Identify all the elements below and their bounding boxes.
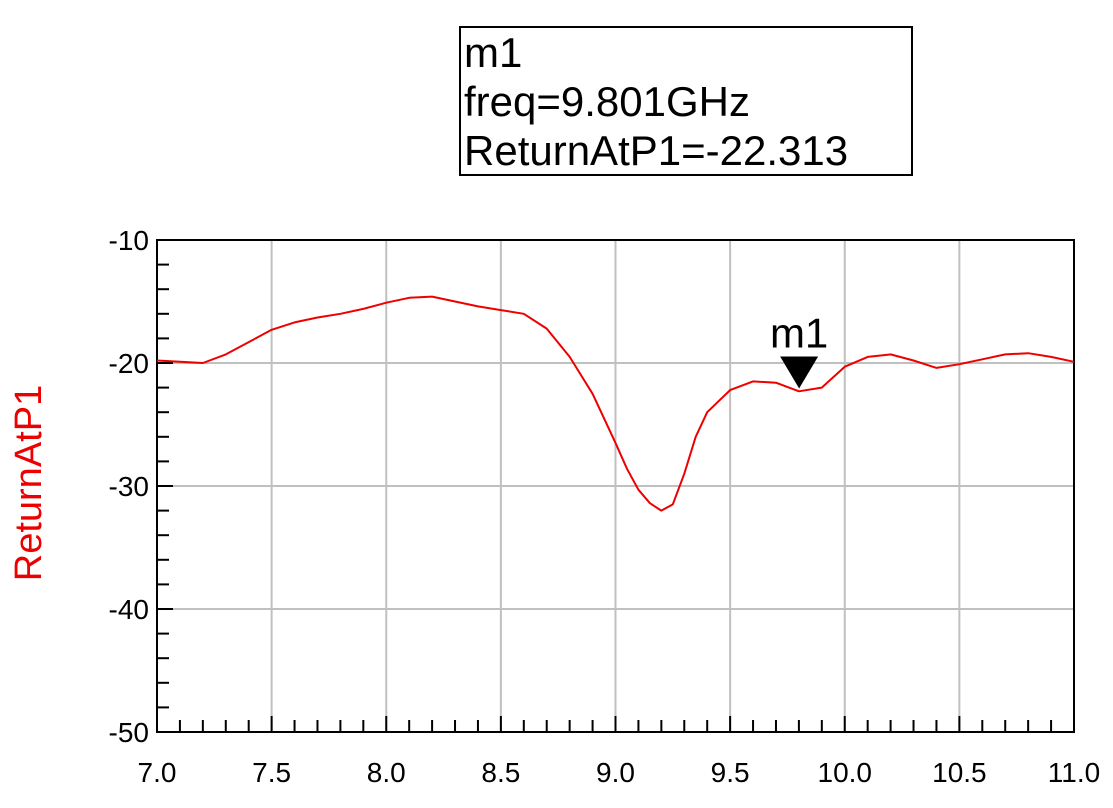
y-tick-label: -50 [109, 717, 149, 748]
marker-label: m1 [770, 309, 828, 356]
x-tick-label: 7.5 [252, 757, 291, 788]
x-tick-label: 10.5 [932, 757, 987, 788]
y-tick-label: -10 [109, 225, 149, 256]
y-tick-label: -30 [109, 471, 149, 502]
marker-readout-box: m1 freq=9.801GHz ReturnAtP1=-22.313 [459, 26, 913, 176]
marker-freq: freq=9.801GHz [464, 78, 751, 125]
marker-value: ReturnAtP1=-22.313 [464, 127, 849, 174]
y-tick-label: -40 [109, 594, 149, 625]
marker-name: m1 [464, 29, 523, 76]
x-tick-label: 9.5 [711, 757, 750, 788]
x-tick-label: 9.0 [596, 757, 635, 788]
y-tick-label: -20 [109, 348, 149, 379]
x-tick-label: 11.0 [1048, 757, 1100, 788]
x-tick-label: 8.5 [481, 757, 520, 788]
x-tick-label: 7.0 [138, 757, 177, 788]
series-line-returnatp1 [156, 295, 1075, 512]
x-tick-label: 10.0 [818, 757, 873, 788]
x-tick-label: 8.0 [367, 757, 406, 788]
marker-triangle [780, 356, 819, 389]
